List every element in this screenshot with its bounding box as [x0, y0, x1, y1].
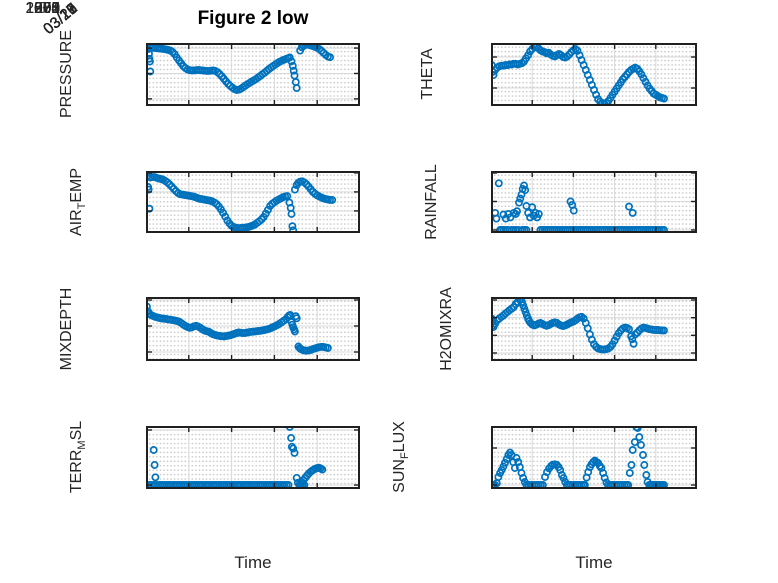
y-tick-label: 0.5 [38, 0, 60, 17]
x-axis-label-left: Time [234, 553, 272, 572]
y-axis-label-text: H2OMIXRA [438, 287, 455, 371]
y-tick-label: 5 [51, 0, 60, 17]
y-axis-label-subscript: M [76, 440, 88, 450]
plot-area-theta [491, 43, 697, 106]
data-series [491, 426, 668, 489]
y-tick-label: 280 [34, 0, 60, 17]
y-axis-label-h2omixra: H2OMIXRA [438, 287, 456, 371]
y-tick-label: 0 [51, 0, 60, 17]
y-axis-label-sunflux: SUNFLUX [391, 421, 411, 493]
y-axis-label-text: SL [68, 420, 85, 441]
y-tick-label: 1000 [25, 0, 60, 17]
y-tick-label: 2 [51, 0, 60, 17]
y-tick-label: 900 [34, 0, 60, 17]
y-tick-label: 200 [34, 0, 60, 17]
y-tick-label: 0 [51, 0, 60, 17]
y-axis-label-text: PRESSURE [58, 29, 75, 119]
y-axis-label-subscript: T [76, 202, 88, 210]
y-tick-label: 275 [34, 0, 60, 17]
y-axis-label-text: SUN [391, 459, 408, 493]
y-axis-label-terrmsl: TERRMSL [68, 420, 88, 494]
y-axis-label-subscript: F [399, 452, 411, 460]
y-tick-label: 275 [34, 0, 60, 17]
y-tick-label: 0 [51, 0, 60, 17]
y-tick-label: 800 [34, 0, 60, 17]
figure-title: Figure 2 low [197, 8, 309, 29]
y-axis-label-text: MIXDEPTH [58, 287, 75, 371]
data-series [491, 179, 668, 233]
y-axis-label-text: TERR [68, 449, 85, 494]
data-series [491, 297, 668, 354]
data-series [146, 43, 334, 94]
plot-area-sunflux [491, 426, 697, 489]
y-axis-label-text: LUX [391, 421, 408, 453]
data-series [146, 426, 327, 489]
y-axis-label-mixdepth: MIXDEPTH [58, 288, 76, 371]
data-series [491, 43, 668, 106]
y-tick-label: 4 [51, 0, 60, 17]
data-series [146, 171, 337, 233]
y-tick-label: 1000 [25, 0, 60, 17]
y-tick-label: 2000 [25, 0, 60, 17]
plot-area-h2omixra [491, 297, 697, 361]
y-tick-label: 3 [51, 0, 60, 17]
plot-area-mixdepth [146, 297, 360, 361]
y-tick-label: 0 [51, 0, 60, 17]
plot-area-airtemp [146, 171, 360, 233]
plot-area-rainfall [491, 171, 697, 233]
y-axis-label-airtemp: AIRTEMP [68, 167, 88, 237]
y-tick-label: 280 [34, 0, 60, 17]
y-axis-label-pressure: PRESSURE [58, 30, 76, 118]
plot-area-pressure [146, 43, 360, 106]
y-axis-label-text: EMP [68, 167, 85, 203]
plot-area-terrmsl [146, 426, 360, 489]
y-axis-label-theta: THETA [419, 48, 437, 99]
y-axis-label-text: THETA [419, 48, 436, 100]
data-series [146, 302, 332, 355]
y-axis-label-text: AIR [68, 209, 85, 237]
y-axis-label-text: RAINFALL [423, 164, 440, 240]
y-tick-label: 1 [51, 0, 60, 17]
y-tick-label: 500 [34, 0, 60, 17]
y-axis-label-rainfall: RAINFALL [423, 164, 441, 240]
y-tick-label: 270 [34, 0, 60, 17]
x-axis-label-right: Time [575, 553, 613, 572]
